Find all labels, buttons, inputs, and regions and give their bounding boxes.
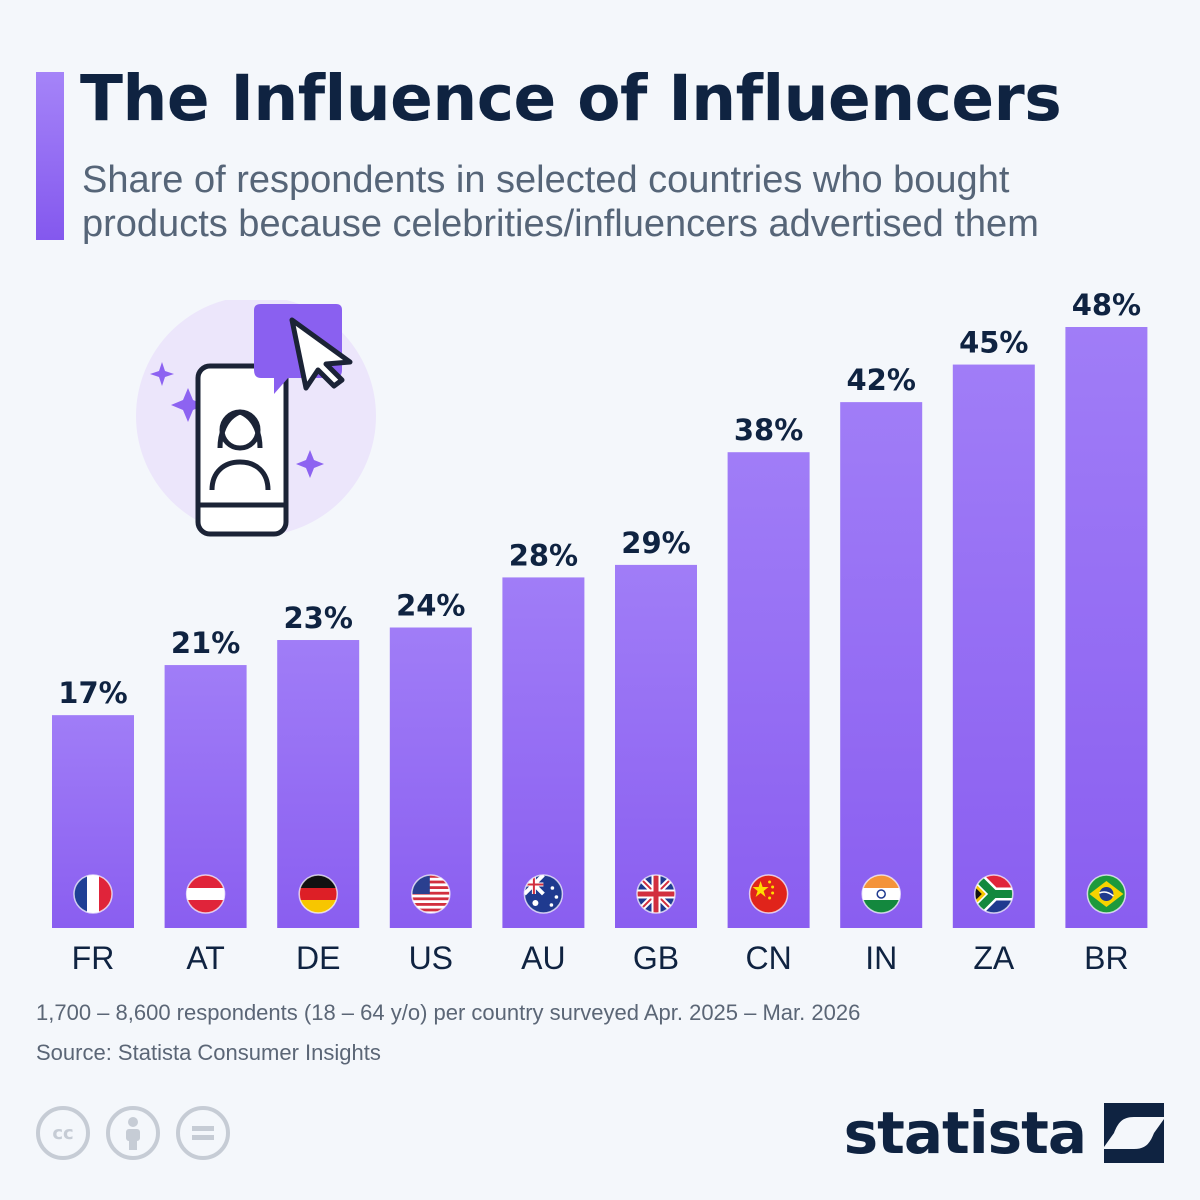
- usa-flag-icon: [411, 874, 451, 914]
- value-label: 48%: [1072, 288, 1141, 322]
- value-label-group: 17% 21% 23% 24% 28% 29% 38% 42% 45% 48%: [58, 288, 1141, 710]
- brazil-flag-icon: [1086, 874, 1127, 914]
- survey-footnote: 1,700 – 8,600 respondents (18 – 64 y/o) …: [36, 1000, 861, 1025]
- china-flag-icon: [748, 874, 789, 914]
- germany-flag-icon: [298, 874, 338, 914]
- page-subtitle: Share of respondents in selected countri…: [82, 158, 1182, 246]
- sparkle-icon: [171, 388, 205, 422]
- bar-gb: [615, 564, 697, 928]
- bar-au: [502, 577, 585, 928]
- value-label: 45%: [959, 326, 1028, 360]
- bar-chart: 17% 21% 23% 24% 28% 29% 38% 42% 45% 48% FR AT DE US A…: [52, 288, 1148, 976]
- bar-cn: [727, 452, 810, 928]
- uk-flag-icon: [636, 874, 676, 914]
- france-flag-icon: [73, 874, 113, 914]
- category-label: US: [409, 940, 453, 976]
- flag-group: [73, 874, 1127, 914]
- sparkle-icon: [150, 362, 174, 386]
- bar-za: [952, 364, 1035, 928]
- category-label: AU: [521, 940, 565, 976]
- subtitle-line-1: Share of respondents in selected countri…: [82, 159, 1010, 201]
- india-flag-icon: [861, 874, 901, 914]
- australia-flag-icon: [523, 874, 564, 914]
- value-label: 24%: [396, 589, 465, 623]
- brand-wordmark: statista: [843, 1099, 1087, 1167]
- category-label: AT: [186, 940, 225, 976]
- attribution-icon: [106, 1106, 160, 1160]
- page-title: The Influence of Influencers: [80, 62, 1062, 135]
- austria-flag-icon: [185, 874, 226, 914]
- value-label: 28%: [509, 538, 578, 572]
- value-label: 42%: [846, 363, 915, 397]
- category-label: ZA: [973, 940, 1015, 976]
- south-africa-flag-icon: [974, 874, 1014, 914]
- value-label: 23%: [283, 601, 352, 635]
- sparkle-icon: [296, 450, 324, 478]
- statista-mark-icon: [1104, 1103, 1164, 1163]
- category-label: BR: [1084, 940, 1128, 976]
- no-derivatives-icon: [176, 1106, 230, 1160]
- category-label: DE: [296, 940, 340, 976]
- category-label-group: FR AT DE US AU GB CN IN ZA BR: [72, 940, 1129, 976]
- cc-icon: cc: [36, 1106, 90, 1160]
- bar-br: [1065, 327, 1148, 928]
- category-label: IN: [865, 940, 897, 976]
- source-note: Source: Statista Consumer Insights: [36, 1040, 381, 1065]
- category-label: FR: [72, 940, 115, 976]
- value-label: 21%: [171, 626, 240, 660]
- license-icons: cc: [36, 1106, 230, 1160]
- category-label: GB: [633, 940, 679, 976]
- category-label: CN: [745, 940, 791, 976]
- bar-in: [840, 402, 923, 928]
- subtitle-line-2: products because celebrities/influencers…: [82, 203, 1039, 245]
- influencer-phone-illustration: [136, 300, 376, 537]
- cursor-arrow-icon: [289, 317, 353, 391]
- value-label: 17%: [58, 676, 127, 710]
- value-label: 29%: [621, 526, 690, 560]
- title-accent-bar: [36, 72, 64, 240]
- statista-logo: statista: [844, 1098, 1164, 1168]
- value-label: 38%: [734, 413, 803, 447]
